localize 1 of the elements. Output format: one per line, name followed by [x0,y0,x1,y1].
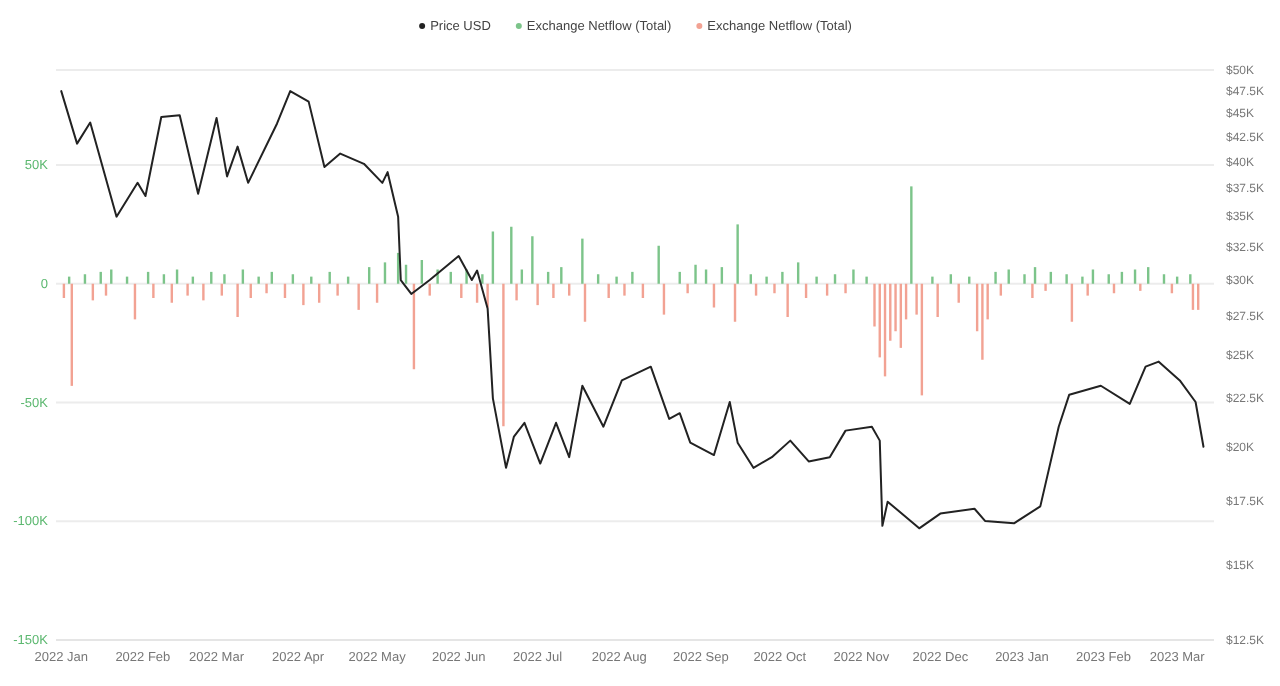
line-series [60,90,1205,530]
